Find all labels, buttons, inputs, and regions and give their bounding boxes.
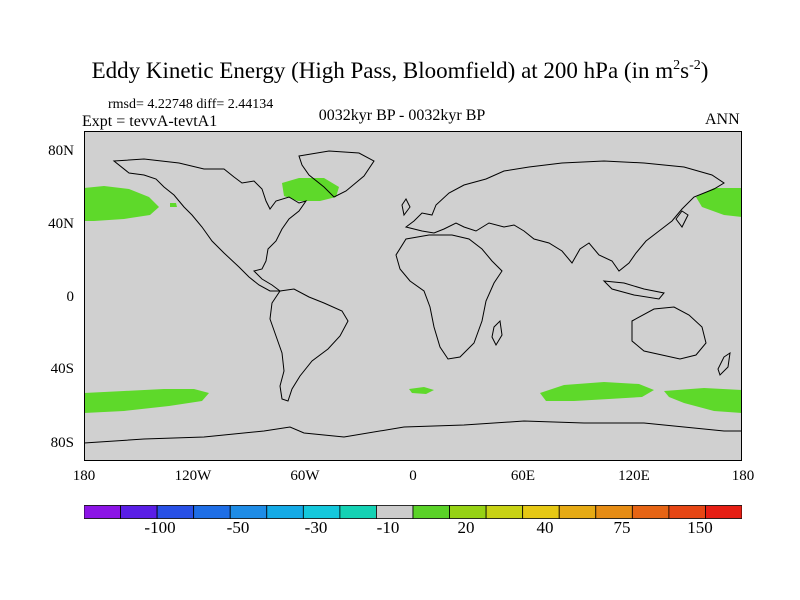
colorbar-box-16 <box>631 505 670 519</box>
map-background <box>84 131 742 461</box>
lon-label-0: 0 <box>409 468 417 484</box>
coast-greenland <box>298 150 375 198</box>
coast-australia <box>631 306 707 360</box>
lon-label-120w: 120W <box>174 468 212 484</box>
stats-text: rmsd= 4.22748 diff= 2.44134 <box>108 97 274 112</box>
anomaly-north-pacific-east <box>696 188 742 217</box>
map-frame <box>84 131 742 461</box>
coast-uk <box>401 198 411 217</box>
lat-label-80s: 80S <box>50 435 74 451</box>
colorbar-box-9 <box>376 505 414 519</box>
colorbar-label-5: 20 <box>457 518 475 537</box>
colorbar-box-6 <box>266 505 304 519</box>
colorbar-box-18 <box>705 505 742 519</box>
period-label: 0032kyr BP - 0032kyr BP <box>318 107 486 124</box>
colorbar-label-8: 150 <box>687 518 713 537</box>
colorbar-label-6: 40 <box>536 518 554 537</box>
lat-label-0: 0 <box>66 289 75 305</box>
colorbar-box-11 <box>449 505 487 519</box>
season-label: ANN <box>705 111 740 128</box>
colorbar-box-4 <box>193 505 231 519</box>
colorbar-box-7 <box>302 505 341 519</box>
colorbar-box-8 <box>339 505 377 519</box>
lat-label-80n: 80N <box>48 143 74 159</box>
colorbar-label-1: -100 <box>144 518 176 537</box>
anomaly-south-atlantic-small <box>409 387 434 394</box>
colorbar-box-5 <box>229 505 268 519</box>
colorbar-box-13 <box>522 505 560 519</box>
coast-south-america <box>269 288 349 402</box>
positive-anomaly-regions <box>84 178 742 413</box>
colorbar-box-10 <box>412 505 450 519</box>
lat-label-40s: 40S <box>50 361 74 377</box>
lon-label-180w: 180 <box>72 468 96 484</box>
experiment-label: Expt = tevvA-tevtA1 <box>82 113 218 130</box>
anomaly-north-atlantic <box>282 178 339 201</box>
anomaly-north-pacific-small <box>170 203 177 207</box>
world-map <box>84 131 742 461</box>
colorbar-label-4: -10 <box>376 518 400 537</box>
colorbar-label-2: -50 <box>226 518 250 537</box>
anomaly-indian-ocean <box>540 382 654 401</box>
lat-label-40n: 40N <box>48 216 74 232</box>
coast-europe-asia <box>404 160 725 272</box>
colorbar-box-3 <box>156 505 195 519</box>
anomaly-south-pacific <box>84 389 209 413</box>
coast-north-america <box>112 158 308 292</box>
lon-label-60e: 60E <box>510 468 536 484</box>
lon-label-60w: 60W <box>290 468 320 484</box>
lon-label-120e: 120E <box>618 468 650 484</box>
coast-madagascar <box>491 319 503 347</box>
colorbar-label-3: -30 <box>304 518 328 537</box>
colorbar-box-2 <box>120 505 158 519</box>
coast-indonesia <box>602 280 665 300</box>
coast-antarctica <box>84 420 742 444</box>
colorbar <box>84 505 742 519</box>
coastlines <box>84 150 742 444</box>
coast-japan <box>675 210 689 228</box>
coast-africa <box>395 234 503 360</box>
map-title: Eddy Kinetic Energy (High Pass, Bloomfie… <box>91 58 709 83</box>
colorbar-box-1 <box>84 505 121 519</box>
colorbar-box-14 <box>558 505 597 519</box>
lon-label-180e: 180 <box>731 468 755 484</box>
colorbar-box-12 <box>485 505 524 519</box>
anomaly-south-pacific-east <box>664 388 742 413</box>
colorbar-box-15 <box>595 505 633 519</box>
colorbar-box-17 <box>668 505 706 519</box>
coast-new-zealand <box>717 351 731 376</box>
colorbar-label-7: 75 <box>613 518 631 537</box>
anomaly-north-pacific-west <box>84 186 159 221</box>
